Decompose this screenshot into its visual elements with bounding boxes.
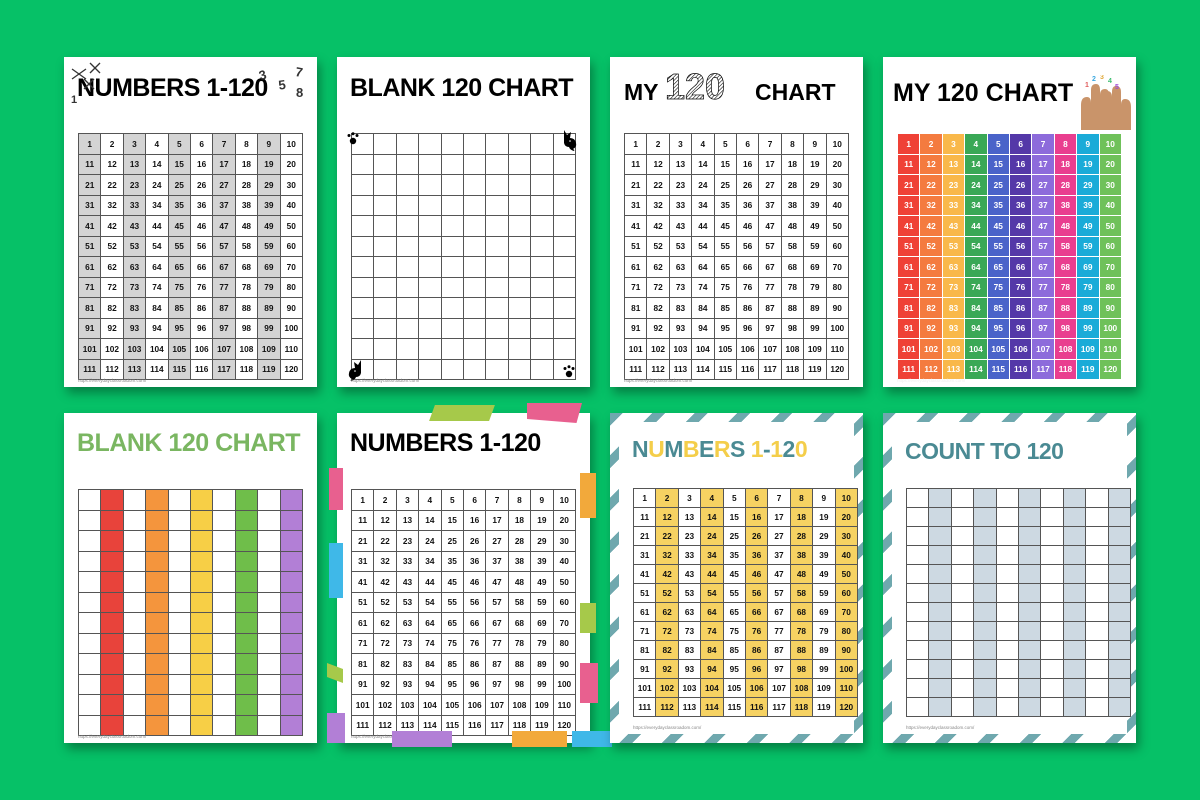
svg-text:8: 8	[296, 85, 303, 100]
svg-text:3: 3	[257, 67, 268, 83]
svg-text:2: 2	[1092, 76, 1096, 83]
svg-text:4: 4	[1108, 78, 1112, 85]
svg-text:3: 3	[1100, 75, 1104, 81]
svg-text:5: 5	[1115, 84, 1119, 91]
svg-text:7: 7	[294, 64, 304, 80]
svg-text:1: 1	[71, 94, 77, 106]
svg-text:120: 120	[665, 67, 725, 107]
svg-text:1: 1	[1085, 82, 1089, 89]
svg-text:5: 5	[278, 77, 287, 93]
